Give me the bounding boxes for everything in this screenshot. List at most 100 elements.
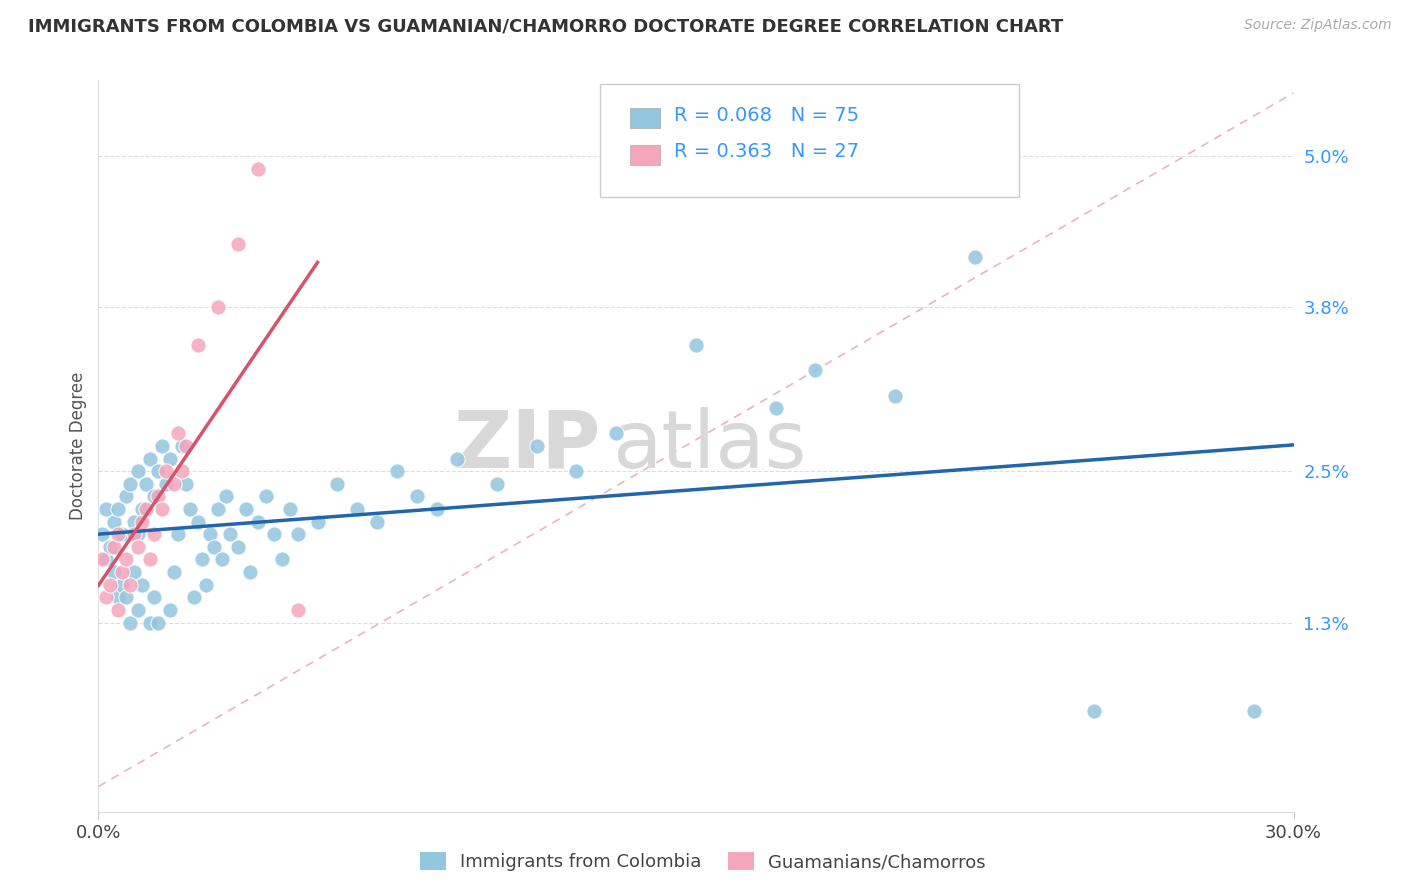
- Point: [385, 464, 409, 478]
- Point: [187, 338, 209, 352]
- Point: [246, 515, 269, 529]
- Text: R = 0.068   N = 75: R = 0.068 N = 75: [675, 106, 859, 125]
- Point: [139, 451, 162, 466]
- Point: [406, 490, 429, 504]
- Point: [98, 540, 122, 554]
- Point: [115, 490, 138, 504]
- Point: [270, 552, 292, 566]
- Point: [287, 527, 309, 541]
- Point: [207, 502, 229, 516]
- Point: [91, 527, 114, 541]
- Point: [111, 527, 134, 541]
- Point: [96, 552, 118, 566]
- Point: [107, 591, 129, 605]
- Point: [226, 237, 249, 252]
- Point: [148, 464, 170, 478]
- Point: [150, 439, 173, 453]
- Point: [135, 476, 157, 491]
- Point: [167, 527, 190, 541]
- Point: [278, 502, 301, 516]
- Point: [202, 540, 225, 554]
- Point: [263, 527, 285, 541]
- Point: [605, 426, 627, 441]
- Point: [98, 578, 122, 592]
- Point: [191, 552, 214, 566]
- Point: [307, 515, 329, 529]
- Point: [124, 515, 146, 529]
- Point: [172, 439, 194, 453]
- Point: [239, 565, 262, 579]
- Point: [103, 515, 125, 529]
- Text: IMMIGRANTS FROM COLOMBIA VS GUAMANIAN/CHAMORRO DOCTORATE DEGREE CORRELATION CHAR: IMMIGRANTS FROM COLOMBIA VS GUAMANIAN/CH…: [28, 18, 1063, 36]
- Point: [139, 615, 162, 630]
- Point: [1083, 704, 1105, 718]
- Text: R = 0.363   N = 27: R = 0.363 N = 27: [675, 143, 859, 161]
- Point: [139, 552, 162, 566]
- Point: [804, 363, 827, 377]
- Point: [167, 426, 190, 441]
- Text: Source: ZipAtlas.com: Source: ZipAtlas.com: [1244, 18, 1392, 32]
- Point: [131, 578, 153, 592]
- Point: [148, 615, 170, 630]
- Point: [115, 591, 138, 605]
- Text: atlas: atlas: [613, 407, 807, 485]
- Point: [148, 490, 170, 504]
- Point: [143, 527, 166, 541]
- Point: [426, 502, 449, 516]
- Point: [135, 502, 157, 516]
- Point: [127, 527, 149, 541]
- Point: [155, 464, 177, 478]
- Point: [120, 615, 142, 630]
- Point: [765, 401, 787, 416]
- Point: [103, 540, 125, 554]
- Point: [446, 451, 468, 466]
- Point: [131, 502, 153, 516]
- Point: [215, 490, 238, 504]
- Text: ZIP: ZIP: [453, 407, 600, 485]
- Point: [107, 502, 129, 516]
- Point: [179, 502, 201, 516]
- Point: [963, 250, 986, 264]
- Y-axis label: Doctorate Degree: Doctorate Degree: [69, 372, 87, 520]
- Point: [159, 603, 181, 617]
- Point: [111, 578, 134, 592]
- Point: [211, 552, 233, 566]
- Point: [174, 439, 197, 453]
- Point: [127, 540, 149, 554]
- Point: [127, 603, 149, 617]
- Point: [131, 515, 153, 529]
- Point: [174, 476, 197, 491]
- FancyBboxPatch shape: [630, 108, 661, 128]
- FancyBboxPatch shape: [630, 145, 661, 165]
- Point: [96, 591, 118, 605]
- Point: [91, 552, 114, 566]
- Point: [246, 161, 269, 176]
- Point: [107, 603, 129, 617]
- Point: [143, 591, 166, 605]
- Point: [226, 540, 249, 554]
- Point: [326, 476, 349, 491]
- Point: [103, 565, 125, 579]
- Point: [207, 300, 229, 314]
- Point: [163, 565, 186, 579]
- Point: [172, 464, 194, 478]
- Point: [127, 464, 149, 478]
- Point: [235, 502, 257, 516]
- Point: [124, 527, 146, 541]
- Point: [346, 502, 368, 516]
- Point: [366, 515, 388, 529]
- Point: [884, 388, 907, 402]
- Point: [1243, 704, 1265, 718]
- Point: [150, 502, 173, 516]
- Point: [155, 476, 177, 491]
- Point: [143, 490, 166, 504]
- Point: [685, 338, 707, 352]
- Point: [526, 439, 548, 453]
- Point: [124, 565, 146, 579]
- Point: [219, 527, 242, 541]
- Point: [120, 578, 142, 592]
- FancyBboxPatch shape: [600, 84, 1019, 197]
- Point: [111, 565, 134, 579]
- Legend: Immigrants from Colombia, Guamanians/Chamorros: Immigrants from Colombia, Guamanians/Cha…: [413, 845, 993, 879]
- Point: [187, 515, 209, 529]
